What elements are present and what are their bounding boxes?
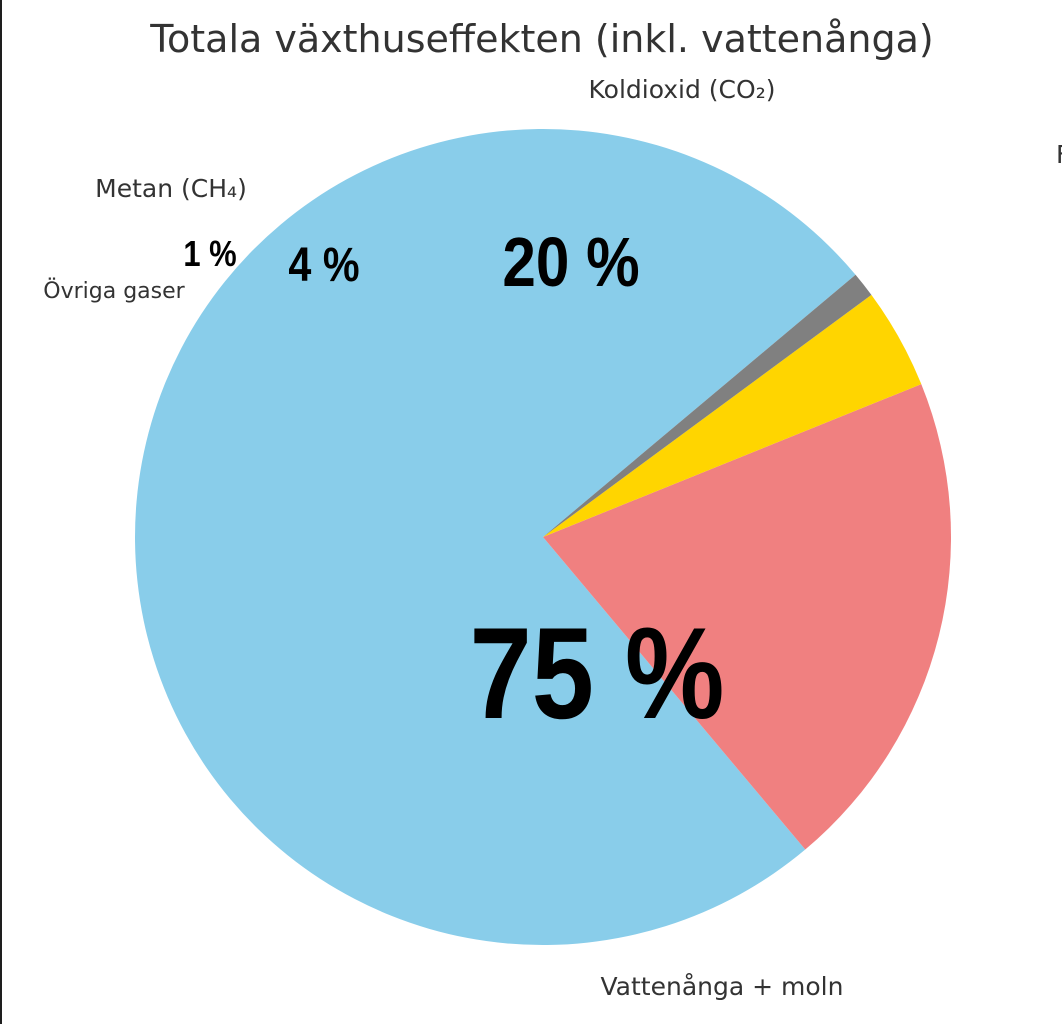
pie-slices (135, 129, 952, 946)
slice-label-metan: Metan (CH₄) (95, 174, 247, 203)
slice-ovriga (543, 274, 872, 537)
pct-label-koldioxid: 20 % (502, 223, 639, 301)
slice-label-koldioxid: Koldioxid (CO₂) (589, 75, 776, 104)
clipped-edge-text: F (1056, 140, 1062, 169)
pct-label-vattenanga: 75 % (470, 600, 725, 746)
slice-label-ovriga: Övriga gaser (43, 278, 185, 304)
chart-title: Totala växthuseffekten (inkl. vattenånga… (149, 17, 933, 61)
slice-label-vattenanga: Vattenånga + moln (601, 972, 844, 1001)
slice-vattenanga (135, 129, 856, 946)
pct-label-metan: 4 % (288, 238, 359, 292)
pct-label-ovriga: 1 % (183, 235, 236, 275)
slice-koldioxid (543, 384, 952, 850)
slice-metan (543, 294, 922, 537)
